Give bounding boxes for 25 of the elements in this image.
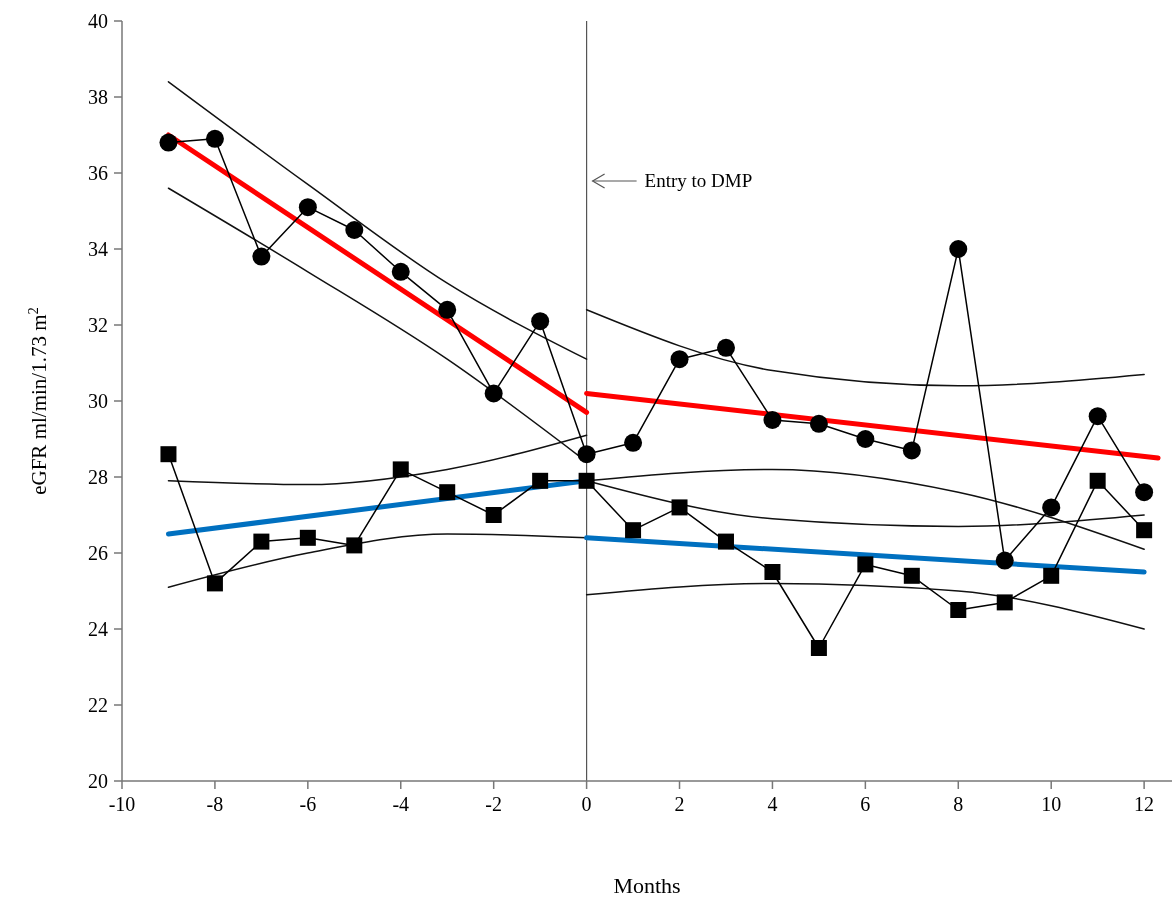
y-tick-label: 26	[88, 542, 108, 564]
x-tick-label: -2	[485, 793, 503, 815]
y-tick-label: 24	[88, 618, 108, 640]
y-tick-label: 34	[88, 238, 108, 260]
x-tick-label: 8	[953, 793, 964, 815]
x-tick-label: 12	[1134, 793, 1155, 815]
y-tick-label: 36	[88, 162, 108, 184]
x-tick-label: -4	[392, 793, 410, 815]
y-tick-label: 40	[88, 10, 108, 32]
y-tick-label: 22	[88, 694, 108, 716]
x-tick-label: 4	[767, 793, 778, 815]
x-tick-label: -10	[108, 793, 136, 815]
x-axis-title: Months	[613, 873, 681, 898]
x-tick-label: -6	[299, 793, 317, 815]
x-tick-label: -8	[206, 793, 224, 815]
y-tick-label: 30	[88, 390, 108, 412]
y-tick-label: 28	[88, 466, 108, 488]
y-tick-label: 38	[88, 86, 108, 108]
x-tick-label: 10	[1041, 793, 1062, 815]
x-tick-label: 0	[581, 793, 592, 815]
y-tick-label: 32	[88, 314, 108, 336]
y-tick-label: 20	[88, 770, 108, 792]
x-tick-label: 2	[674, 793, 685, 815]
x-tick-label: 6	[860, 793, 871, 815]
ref-line-label: Entry to DMP	[644, 170, 753, 191]
